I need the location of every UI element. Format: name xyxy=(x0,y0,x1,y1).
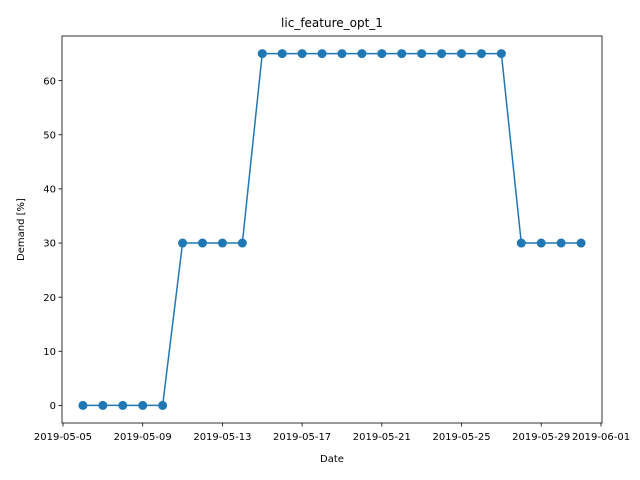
x-tick-label: 2019-05-09 xyxy=(114,432,172,443)
y-axis-label: Demand [%] xyxy=(16,198,27,261)
y-tick-label: 40 xyxy=(43,185,56,196)
data-point xyxy=(78,400,88,410)
data-point xyxy=(496,49,506,59)
data-point xyxy=(357,49,367,59)
data-point xyxy=(536,238,546,248)
x-tick-label: 2019-05-05 xyxy=(34,432,92,443)
data-point xyxy=(158,400,168,410)
data-point xyxy=(476,49,486,59)
data-point xyxy=(237,238,247,248)
x-axis-label: Date xyxy=(320,454,344,465)
x-tick-label: 2019-05-25 xyxy=(432,432,490,443)
y-tick-label: 0 xyxy=(50,401,56,412)
y-tick-label: 60 xyxy=(43,76,56,87)
data-point xyxy=(257,49,267,59)
y-tick-label: 30 xyxy=(43,239,56,250)
x-tick-label: 2019-05-17 xyxy=(273,432,331,443)
axes-frame xyxy=(61,35,603,424)
data-point xyxy=(516,238,526,248)
y-axis-ticks: 0 10 20 30 40 50 60 xyxy=(43,76,62,412)
data-point xyxy=(397,49,407,59)
data-point xyxy=(576,238,586,248)
data-point xyxy=(337,49,347,59)
y-tick-label: 10 xyxy=(43,347,56,358)
data-point xyxy=(118,400,128,410)
data-point xyxy=(417,49,427,59)
data-point xyxy=(178,238,188,248)
data-point xyxy=(317,49,327,59)
y-tick-label: 20 xyxy=(43,293,56,304)
data-point xyxy=(197,238,207,248)
data-point xyxy=(377,49,387,59)
data-point xyxy=(98,400,108,410)
data-point xyxy=(556,238,566,248)
x-tick-label: 2019-05-13 xyxy=(193,432,251,443)
data-point xyxy=(297,49,307,59)
data-point xyxy=(277,49,287,59)
x-tick-label: 2019-06-01 xyxy=(572,432,630,443)
data-point xyxy=(457,49,467,59)
series-group xyxy=(78,49,586,410)
x-axis-ticks: 2019-05-05 2019-05-09 2019-05-13 2019-05-17… xyxy=(34,423,630,443)
chart-title: lic_feature_opt_1 xyxy=(281,16,383,30)
x-tick-label: 2019-05-29 xyxy=(512,432,570,443)
x-tick-label: 2019-05-21 xyxy=(353,432,411,443)
y-tick-label: 50 xyxy=(43,130,56,141)
data-point xyxy=(217,238,227,248)
data-point xyxy=(138,400,148,410)
data-point xyxy=(437,49,447,59)
